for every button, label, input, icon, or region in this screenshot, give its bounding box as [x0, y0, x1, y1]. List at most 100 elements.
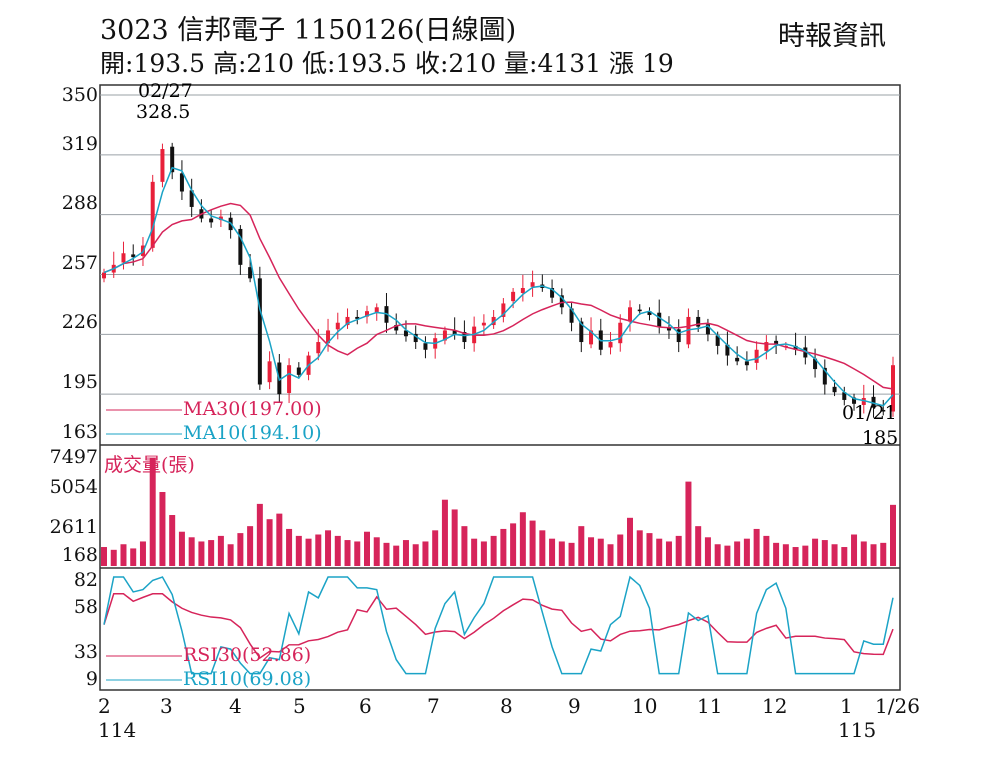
volume-bar	[860, 541, 867, 566]
volume-bar	[344, 540, 351, 566]
volume-bar	[821, 540, 828, 566]
candle-body	[764, 342, 769, 351]
candle-body	[160, 149, 165, 182]
candle-body	[881, 409, 886, 412]
volume-bar	[101, 547, 107, 566]
volume-bar	[295, 535, 302, 566]
volume-bar	[685, 481, 692, 566]
low-date-label: 01/21	[842, 402, 897, 424]
candle-body	[559, 295, 564, 308]
price-tick: 257	[61, 252, 98, 274]
candle-body	[676, 329, 681, 343]
volume-bar	[588, 537, 595, 566]
volume-bar	[695, 526, 702, 566]
volume-bar	[402, 540, 409, 566]
volume-bar	[529, 520, 536, 566]
volume-bar	[519, 512, 526, 566]
volume-bar	[597, 538, 604, 566]
x-tick: 6	[359, 694, 372, 718]
high-date-label: 02/27	[138, 80, 193, 102]
candle-body	[744, 361, 749, 366]
volume-bar	[237, 533, 244, 566]
volume-bar	[393, 545, 400, 566]
volume-bar	[763, 535, 770, 566]
volume-bar	[812, 538, 819, 566]
price-tick: 288	[61, 192, 98, 214]
volume-bar	[549, 538, 556, 566]
volume-bar	[851, 534, 858, 566]
volume-tick: 5054	[49, 476, 98, 498]
volume-bar	[149, 458, 156, 566]
volume-bar	[256, 503, 263, 566]
candle-body	[287, 365, 292, 393]
ohlc-summary: 開:193.5 高:210 低:193.5 收:210 量:4131 漲 19	[100, 49, 674, 78]
candle-body	[423, 343, 428, 350]
x-tick: 1	[840, 694, 853, 718]
volume-bar	[607, 544, 614, 566]
volume-bar	[217, 535, 224, 566]
x-tick: 9	[568, 694, 581, 718]
candle-body	[628, 307, 632, 322]
volume-bar	[627, 517, 633, 566]
candle-body	[189, 190, 194, 207]
ma10-line	[103, 166, 894, 407]
candle-body	[852, 397, 857, 404]
candle-body	[715, 335, 720, 346]
x-tick: 1/26	[875, 694, 920, 718]
candle-body	[170, 146, 175, 173]
price-tick: 226	[61, 311, 98, 333]
volume-bar	[315, 534, 322, 566]
candle-body	[608, 342, 613, 348]
volume-bar	[578, 526, 585, 566]
x-tick: 2	[98, 694, 111, 718]
volume-bar	[169, 515, 176, 566]
candle-body	[462, 332, 467, 343]
candle-body	[520, 288, 525, 294]
volume-bar	[461, 526, 468, 566]
candle-body	[335, 322, 340, 330]
volume-bar	[480, 541, 487, 566]
candle-body	[832, 386, 837, 393]
candle-body	[179, 173, 184, 192]
volume-bar	[120, 544, 127, 566]
volume-bar	[890, 504, 896, 566]
candle-body	[102, 272, 106, 279]
volume-bar	[373, 537, 380, 566]
volume-bar	[743, 538, 750, 566]
candle-body	[413, 333, 418, 343]
candle-body	[637, 309, 642, 312]
candle-body	[394, 325, 399, 331]
volume-tick: 168	[61, 544, 98, 566]
volume-bar	[510, 523, 517, 566]
price-tick: 163	[61, 421, 98, 443]
year-label: 114	[98, 718, 137, 742]
candle-body	[793, 345, 798, 350]
volume-bar	[490, 535, 497, 566]
candle-body	[735, 357, 740, 362]
volume-bar	[558, 541, 565, 566]
candle-body	[150, 181, 155, 248]
volume-bar	[636, 530, 643, 566]
candle-body	[803, 347, 808, 358]
candle-body	[705, 324, 710, 335]
volume-bar	[286, 528, 293, 566]
volume-bar	[471, 538, 478, 566]
volume-bar	[178, 531, 185, 566]
volume-bar	[675, 535, 682, 566]
candle-body	[569, 308, 574, 323]
volume-bar	[266, 519, 273, 566]
volume-bar	[139, 541, 146, 566]
volume-bar	[208, 540, 215, 566]
volume-bar	[568, 542, 575, 566]
rsi10-legend: RSI10(69.08)	[183, 668, 312, 690]
candle-body	[754, 349, 759, 363]
volume-bar	[422, 541, 429, 566]
candle-body	[121, 253, 126, 263]
x-tick: 8	[500, 694, 513, 718]
volume-bar	[539, 530, 546, 566]
candle-body	[442, 330, 447, 341]
candle-body	[267, 361, 272, 383]
candle-body	[813, 358, 818, 370]
candle-body	[842, 392, 847, 400]
candle-body	[666, 327, 671, 331]
